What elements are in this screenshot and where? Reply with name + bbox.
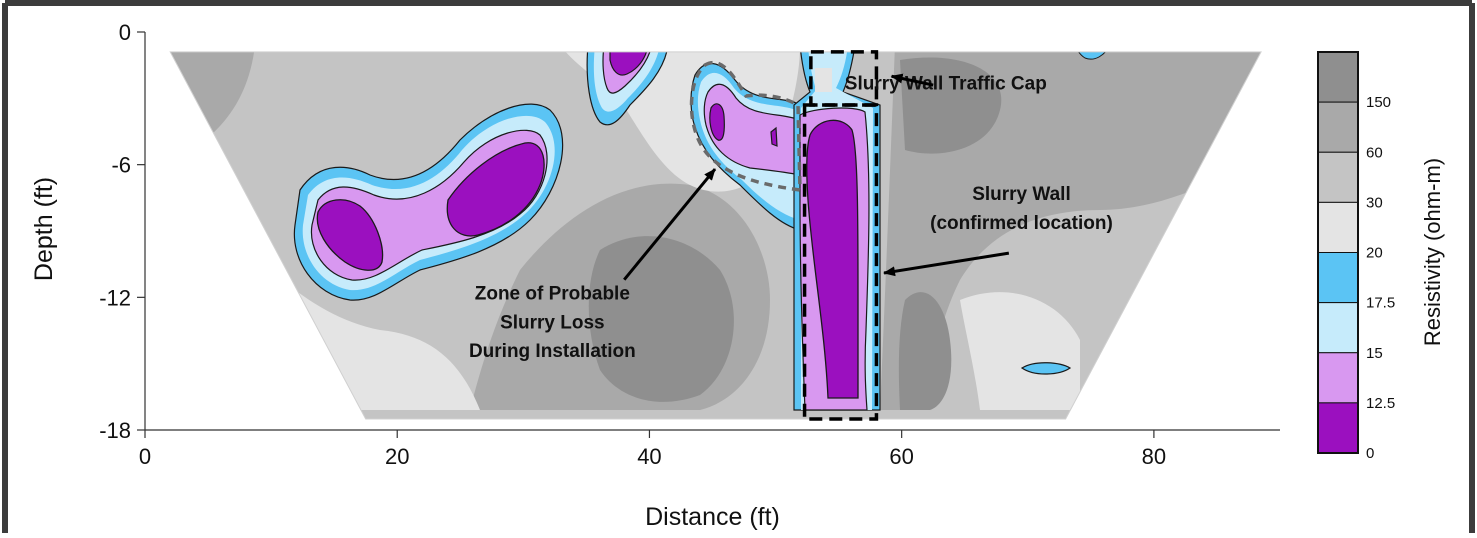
slurry-loss-core-b [770,126,778,147]
colorbar-bin [1317,151,1359,203]
y-tick-label: -6 [111,153,131,178]
lens-17p5-20-right [1020,362,1072,375]
annotation-text-5: During Installation [469,341,636,362]
resistivity-section [170,45,1262,419]
slurry-loss-core-a [709,103,725,141]
x-tick-label: 0 [139,444,151,469]
dashed-box-1 [802,103,879,421]
y-axis-title: Depth (ft) [30,177,58,281]
annotation-arrow-1 [883,251,1010,277]
x-tick-label: 60 [889,444,913,469]
colorbar-bin [1317,201,1359,253]
annotation-text-3: Zone of Probable [475,284,630,305]
slurry-wall-boxes [802,50,879,421]
axes: 0 20 40 60 80 0 -6 -12 -18 Distance (ft) Depth (ft… [30,20,1280,531]
dashed-box-0 [809,50,879,107]
annotation-text-1: Slurry Wall [972,184,1071,205]
colorbar-tick-label: 150 [1366,94,1391,111]
slurry-loss-12p5-15 [703,83,801,176]
slurry-loss-dashed-boundary [689,61,802,193]
anomaly-upper-core [609,51,649,76]
annotation-text-4: Slurry Loss [500,312,605,333]
x-axis-title: Distance (ft) [645,503,780,531]
y-tick-label: 0 [119,20,131,45]
colorbar-bin [1317,252,1359,304]
colorbar-tick-label: 30 [1366,194,1383,211]
colorbar-title: Resistivity (ohm-m) [1420,158,1445,346]
annotations: Slurry Wall Traffic Cap Slurry Wall (confi… [469,73,1113,362]
colorbar-frame [1317,51,1359,454]
x-tick-label: 80 [1142,444,1166,469]
y-tick-label: -18 [99,418,131,443]
colorbar-tick-label: 60 [1366,144,1383,161]
annotation-arrow-2 [623,168,717,281]
x-tick-label: 20 [385,444,409,469]
anomaly-left-core-east [446,142,545,237]
anomaly-left-core-west [316,199,384,271]
lens-17p5-20-top-mid [968,45,985,50]
cap-gap-light [815,68,832,92]
x-tick-label: 40 [637,444,661,469]
colorbar: 150 60 30 20 17.5 15 12.5 0 Resistivity (ohm-m) [1317,51,1445,462]
colorbar-tick-label: 12.5 [1366,395,1395,412]
colorbar-bin [1317,51,1359,103]
annotation-arrow-0 [890,73,934,87]
colorbar-bin [1317,352,1359,404]
colorbar-bin [1317,101,1359,153]
zone-150-right [898,292,952,410]
y-tick-label: -12 [99,285,131,310]
colorbar-tick-label: 17.5 [1366,295,1395,312]
slurry-wall-core [806,119,859,399]
annotation-text-0: Slurry Wall Traffic Cap [845,73,1047,94]
zone-20-30-lower-right [960,292,1080,410]
colorbar-bin [1317,302,1359,354]
colorbar-bin [1317,402,1359,454]
section-outline [169,51,1262,420]
colorbar-tick-label: 0 [1366,445,1374,462]
colorbar-tick-label: 15 [1366,345,1383,362]
zone-150-right-upper [900,57,1002,154]
annotation-text-2: (confirmed location) [930,213,1113,234]
colorbar-tick-label: 20 [1366,245,1383,262]
